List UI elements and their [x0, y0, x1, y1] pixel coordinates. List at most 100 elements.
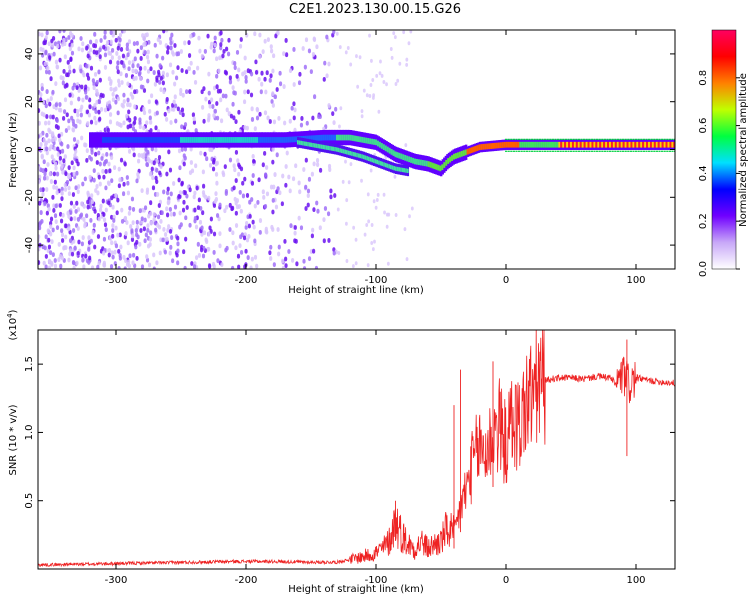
noise-speckle — [269, 244, 273, 250]
signal-core — [160, 137, 163, 143]
signal-core — [462, 150, 465, 156]
noise-speckle — [233, 65, 237, 71]
signal-core — [620, 141, 623, 148]
noise-speckle — [316, 208, 320, 214]
signal-edge — [544, 138, 547, 140]
signal-edge — [572, 138, 575, 140]
noise-speckle — [351, 264, 355, 269]
noise-speckle — [298, 71, 302, 77]
noise-speckle — [38, 65, 43, 71]
noise-speckle — [250, 106, 254, 112]
noise-speckle — [234, 200, 238, 206]
noise-speckle — [88, 174, 92, 180]
secondary-core — [310, 142, 313, 147]
noise-speckle — [111, 204, 115, 210]
noise-speckle — [398, 61, 402, 66]
signal-core — [657, 141, 660, 148]
noise-speckle — [183, 40, 187, 46]
signal-core — [453, 153, 455, 160]
noise-speckle — [307, 176, 312, 182]
noise-speckle — [75, 170, 79, 176]
noise-speckle — [119, 244, 123, 250]
noise-speckle — [171, 258, 175, 264]
noise-speckle — [145, 32, 149, 38]
noise-speckle — [135, 232, 139, 238]
secondary-core — [346, 150, 348, 155]
noise-speckle — [345, 259, 349, 264]
noise-speckle — [127, 149, 132, 154]
signal-core — [152, 137, 155, 143]
noise-speckle — [116, 110, 120, 116]
noise-speckle — [269, 184, 274, 190]
signal-core — [146, 137, 149, 143]
noise-speckle — [131, 233, 135, 239]
signal-core — [423, 160, 426, 167]
signal-edge — [601, 138, 604, 140]
signal-edge — [577, 138, 580, 140]
noise-speckle — [272, 184, 276, 190]
noise-speckle — [179, 87, 183, 93]
secondary-core — [332, 146, 335, 152]
signal-core — [334, 134, 337, 141]
signal-core — [501, 142, 504, 148]
noise-speckle — [202, 118, 206, 124]
secondary-core — [344, 149, 347, 154]
signal-core — [568, 141, 571, 148]
noise-speckle — [148, 237, 153, 242]
signal-core — [355, 135, 358, 142]
colorbar-tick-label: 0.0 — [698, 261, 709, 277]
noise-speckle — [219, 30, 223, 36]
signal-core — [353, 135, 356, 142]
noise-speckle — [325, 73, 329, 79]
noise-speckle — [106, 46, 110, 51]
noise-speckle — [75, 108, 80, 114]
noise-speckle — [134, 244, 138, 250]
noise-speckle — [42, 159, 46, 165]
signal-core — [252, 137, 255, 143]
noise-speckle — [148, 171, 153, 177]
noise-speckle — [65, 179, 70, 185]
noise-speckle — [329, 194, 333, 200]
signal-core — [406, 155, 409, 162]
noise-speckle — [332, 250, 336, 256]
noise-speckle — [38, 246, 41, 252]
noise-speckle — [228, 227, 232, 232]
noise-speckle — [354, 261, 358, 266]
noise-speckle — [109, 86, 113, 92]
secondary-core — [354, 152, 357, 157]
noise-speckle — [218, 202, 222, 208]
noise-speckle — [145, 254, 149, 260]
noise-speckle — [307, 48, 312, 54]
noise-speckle — [85, 45, 89, 51]
signal-core — [261, 137, 264, 143]
noise-speckle — [136, 172, 140, 177]
noise-speckle — [347, 180, 351, 185]
noise-speckle — [387, 212, 391, 217]
noise-speckle — [80, 47, 85, 53]
signal-core — [417, 159, 420, 166]
noise-speckle — [41, 191, 45, 197]
noise-speckle — [377, 109, 381, 114]
noise-speckle — [147, 40, 151, 45]
noise-speckle — [159, 75, 163, 81]
noise-speckle — [103, 222, 108, 228]
signal-core — [388, 147, 391, 154]
noise-speckle — [139, 76, 143, 81]
noise-speckle — [226, 51, 231, 57]
signal-core — [630, 141, 633, 148]
signal-core — [532, 141, 535, 148]
noise-speckle — [200, 53, 204, 59]
noise-speckle — [63, 187, 68, 192]
noise-speckle — [78, 64, 83, 70]
secondary-core — [356, 152, 358, 158]
signal-edge — [648, 138, 651, 140]
noise-speckle — [67, 257, 71, 263]
noise-speckle — [170, 32, 174, 38]
noise-speckle — [215, 180, 219, 186]
noise-speckle — [200, 225, 204, 231]
noise-speckle — [55, 225, 60, 231]
signal-core — [279, 137, 282, 143]
signal-core — [285, 136, 288, 143]
signal-core — [320, 134, 323, 141]
noise-speckle — [127, 210, 131, 216]
